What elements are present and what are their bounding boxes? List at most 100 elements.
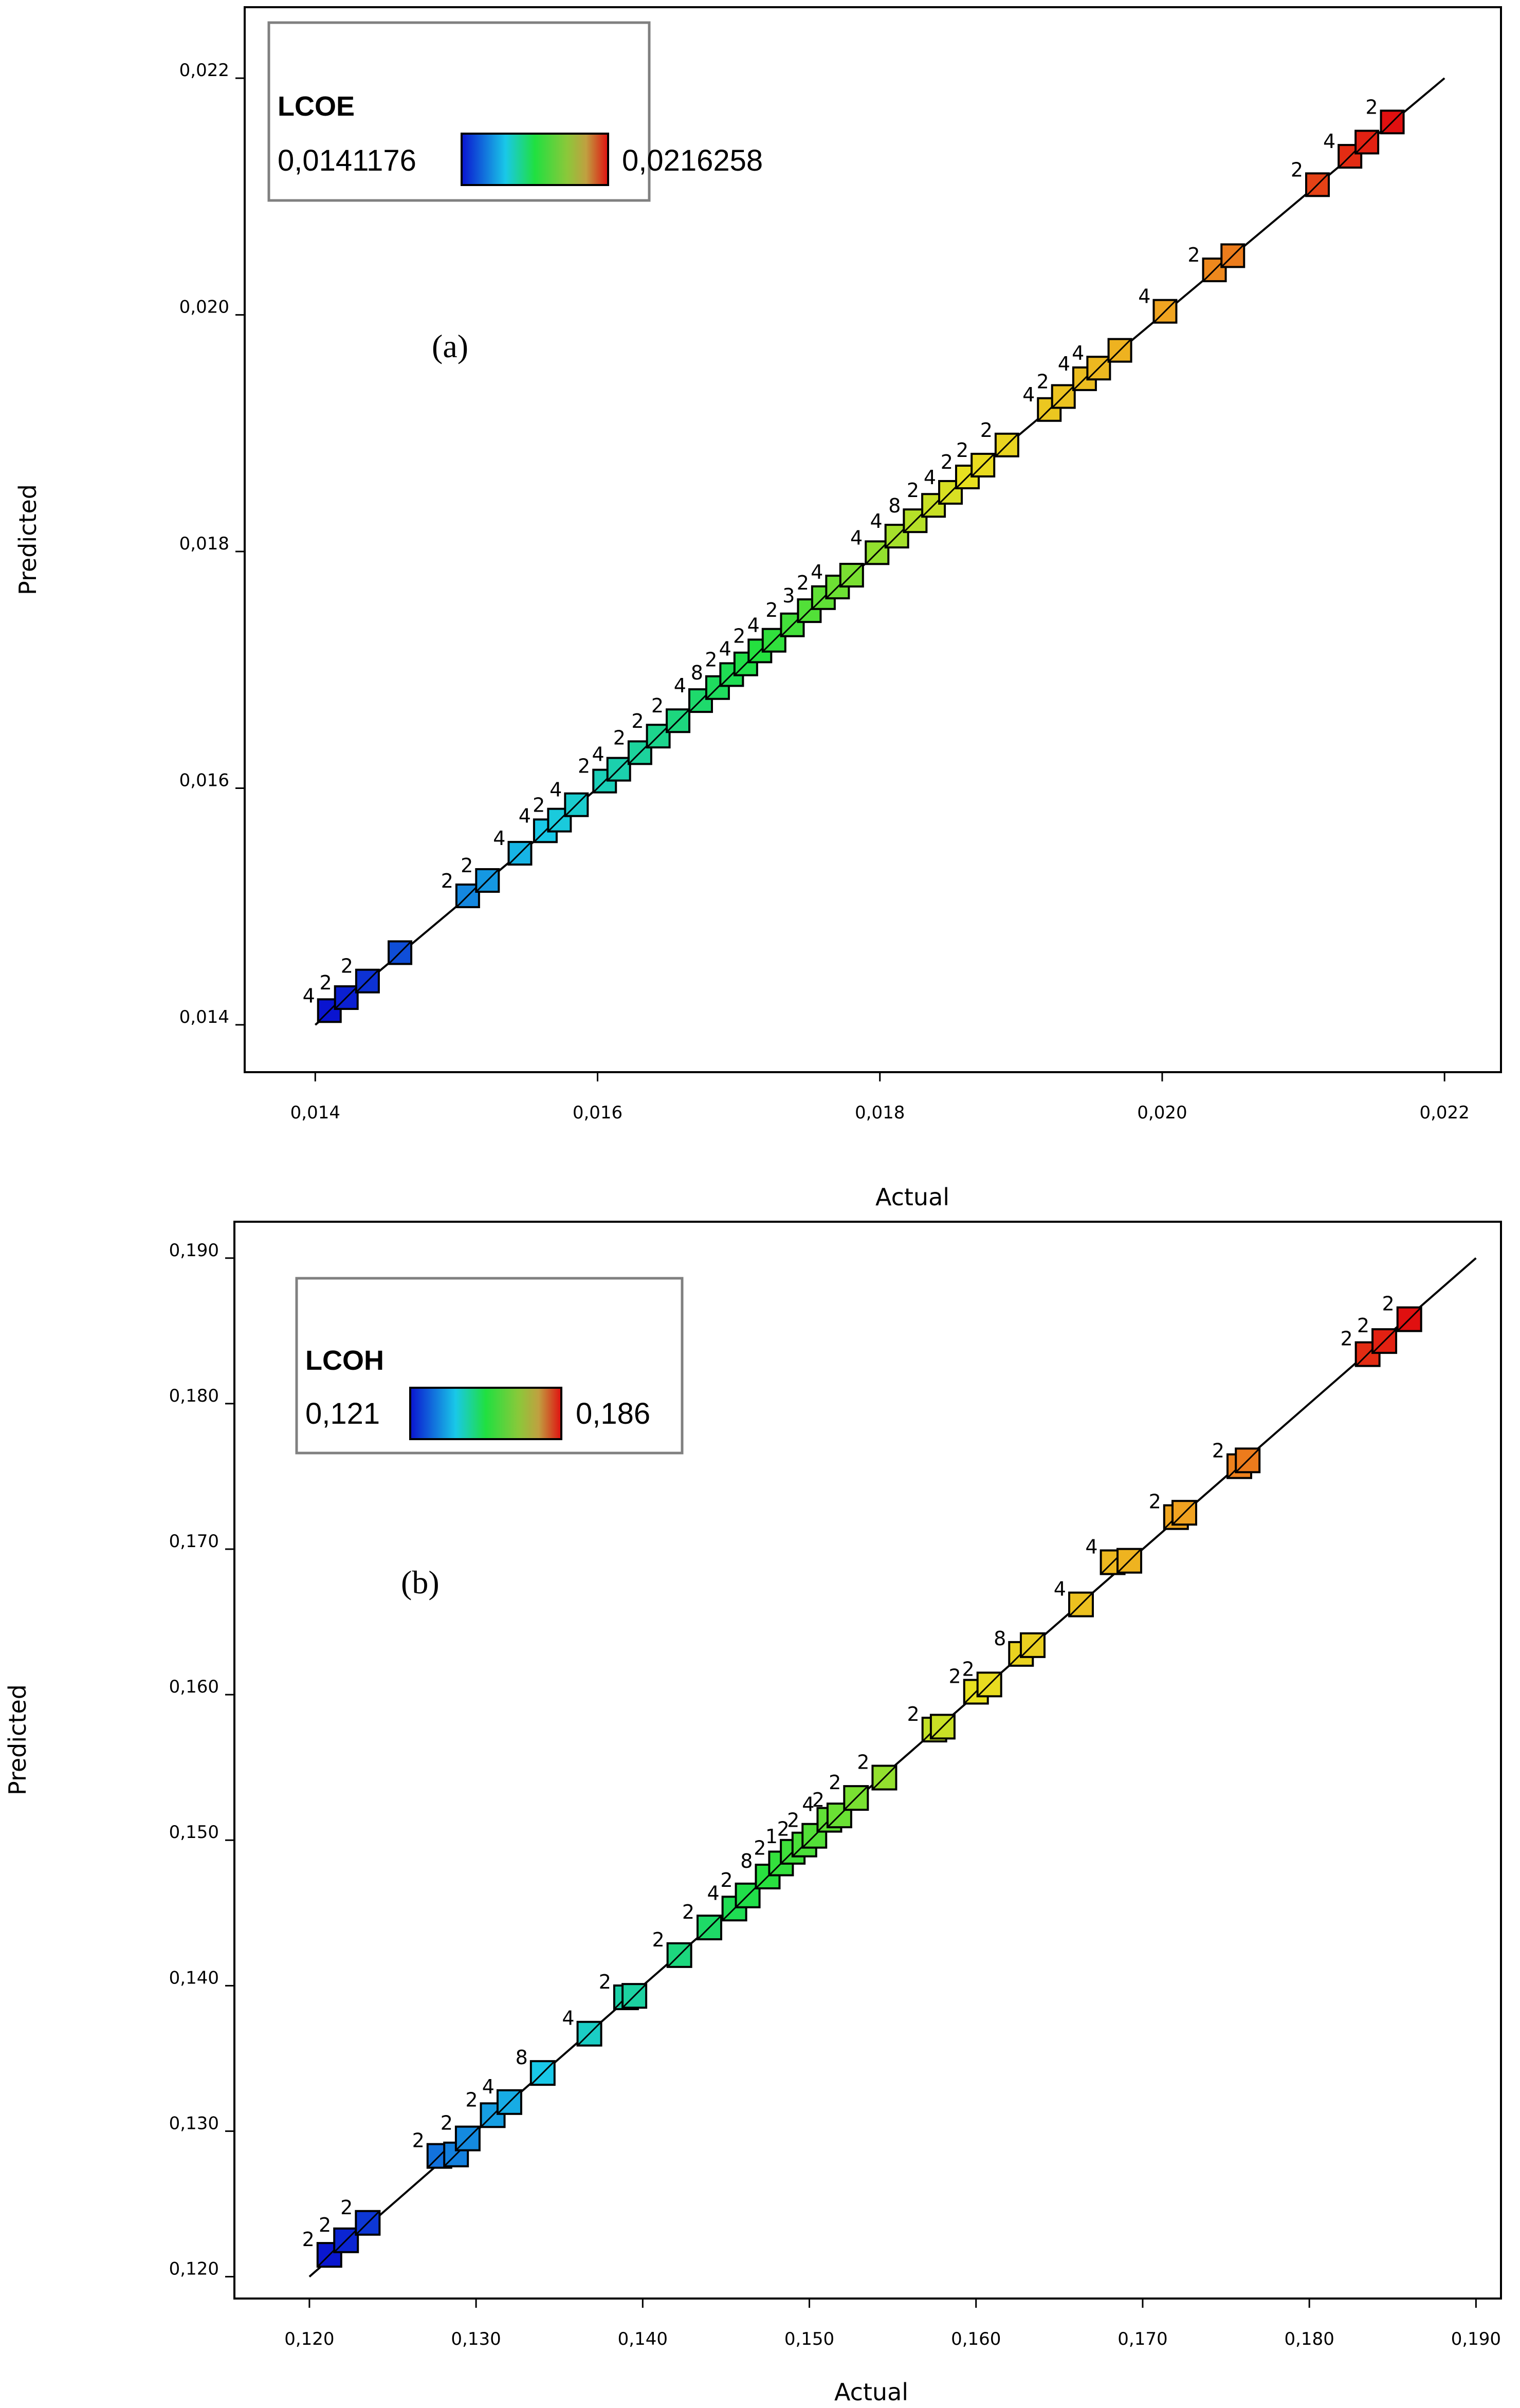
data-point-diagonal: [607, 757, 631, 781]
y-tick-label: 0,150: [169, 1822, 219, 1843]
point-count-label: 2: [578, 755, 590, 778]
data-point-diagonal: [577, 2021, 602, 2046]
point-count-label: 8: [888, 494, 901, 517]
data-point-diagonal: [564, 793, 589, 817]
point-count-label: 4: [482, 2075, 495, 2098]
point-count-label: 1: [765, 1825, 778, 1848]
point-count-label: 2: [777, 1818, 790, 1841]
data-point-diagonal: [1087, 356, 1111, 380]
point-count-label: 2: [962, 1658, 974, 1680]
data-point-diagonal: [1397, 1307, 1422, 1332]
x-tick-label: 0,018: [855, 1102, 905, 1123]
point-count-label: 2: [829, 1771, 841, 1794]
point-count-label: 2: [1149, 1491, 1161, 1513]
point-count-label: 4: [747, 614, 760, 637]
point-count-label: 4: [707, 1882, 719, 1904]
point-count-label: 4: [1058, 353, 1070, 375]
data-point-diagonal: [334, 2228, 359, 2253]
x-tick-label: 0,160: [951, 2329, 1001, 2349]
data-point-diagonal: [995, 433, 1019, 457]
data-point-diagonal: [1355, 130, 1379, 154]
data-point-diagonal: [844, 1786, 869, 1811]
data-point-diagonal: [872, 1765, 897, 1790]
x-tick-label: 0,022: [1419, 1102, 1469, 1123]
point-count-label: 4: [674, 674, 686, 697]
chart-panel-b: 0,120 0,130 0,140 0,150 0,160 0,170 0,180 0,190…: [4, 1221, 1502, 2406]
data-point-diagonal: [1116, 1548, 1142, 1573]
point-count-label: 4: [1138, 285, 1150, 308]
x-axis-title-b: Actual: [834, 2378, 908, 2406]
y-tick-label: 0,018: [179, 534, 229, 554]
point-count-label: 2: [1037, 370, 1049, 393]
data-point-diagonal: [1371, 1329, 1397, 1354]
chart-panel-a: 0,014 0,016 0,018 0,020 0,022 0,014 0,016 0,018…: [14, 6, 1502, 1211]
legend-a: LCOE 0,0141176 0,0216258: [267, 21, 763, 202]
y-tick-label: 0,130: [169, 2113, 219, 2134]
point-count-label: 2: [797, 572, 809, 594]
data-point-diagonal: [508, 841, 532, 866]
y-tick-label: 0,120: [169, 2259, 219, 2280]
point-count-label: 2: [340, 2196, 353, 2219]
legend-b: LCOH 0,121 0,186: [295, 1277, 684, 1455]
panel-label-b: (b): [401, 1564, 439, 1601]
panel-label-a: (a): [432, 328, 468, 364]
x-tick-label: 0,150: [784, 2329, 834, 2349]
point-count-label: 2: [412, 2129, 425, 2152]
point-count-label: 4: [811, 561, 823, 583]
data-point-diagonal: [977, 1672, 1002, 1697]
x-tick-label: 0,130: [451, 2329, 501, 2349]
point-count-label: 2: [1291, 158, 1303, 181]
point-count-label: 2: [651, 694, 664, 717]
point-count-label: 4: [303, 984, 315, 1007]
point-count-label: 3: [782, 584, 795, 607]
y-tick-label: 0,160: [169, 1677, 219, 1697]
y-axis-title-a: Predicted: [14, 484, 42, 595]
point-count-label: 2: [941, 451, 953, 473]
point-count-label: 2: [907, 1703, 919, 1725]
axis-ticks-a: 0,014 0,016 0,018 0,020 0,022 0,014 0,016 0,018…: [179, 60, 1470, 1123]
data-point-diagonal: [839, 563, 864, 587]
data-point-diagonal: [1153, 299, 1177, 323]
point-count-label: 2: [1187, 244, 1200, 266]
point-count-label: 4: [493, 827, 505, 850]
point-count-label: 2: [949, 1665, 961, 1687]
data-point-diagonal: [666, 709, 690, 733]
point-count-label: 2: [812, 1789, 825, 1811]
point-count-label: 2: [980, 419, 993, 442]
legend-max-label-a: 0,0216258: [622, 144, 763, 177]
y-tick-label: 0,022: [179, 60, 229, 81]
legend-colorbar-b: [409, 1387, 562, 1440]
point-count-label: 4: [870, 510, 882, 532]
point-count-label: 2: [652, 1928, 664, 1951]
point-count-label: 2: [441, 870, 453, 892]
y-tick-label: 0,190: [169, 1240, 219, 1261]
data-point-diagonal: [667, 1942, 692, 1968]
data-point-diagonal: [530, 2061, 555, 2086]
point-count-label: 4: [924, 466, 936, 489]
x-tick-label: 0,180: [1284, 2329, 1334, 2349]
point-count-label: 4: [719, 638, 731, 660]
data-point-diagonal: [1108, 338, 1132, 362]
x-tick-label: 0,016: [573, 1102, 622, 1123]
point-count-label: 8: [994, 1627, 1006, 1650]
data-point-diagonal: [1051, 384, 1075, 409]
point-count-label: 2: [682, 1901, 694, 1923]
data-point-diagonal: [1171, 1500, 1197, 1525]
data-point-diagonal: [697, 1915, 722, 1940]
data-point-diagonal: [1380, 110, 1404, 134]
point-count-label: 2: [631, 710, 644, 732]
point-count-label: 8: [516, 2046, 528, 2069]
point-count-label: 2: [857, 1751, 869, 1773]
data-point-diagonal: [497, 2089, 522, 2115]
legend-title-b: LCOH: [305, 1345, 384, 1376]
x-tick-label: 0,170: [1118, 2329, 1167, 2349]
point-count-label: 4: [562, 2007, 574, 2030]
data-point-diagonal: [355, 969, 379, 993]
data-point-diagonal: [388, 941, 412, 965]
data-point-diagonal: [334, 985, 358, 1010]
point-count-label: 2: [720, 1869, 732, 1891]
point-count-label: 4: [550, 779, 562, 801]
